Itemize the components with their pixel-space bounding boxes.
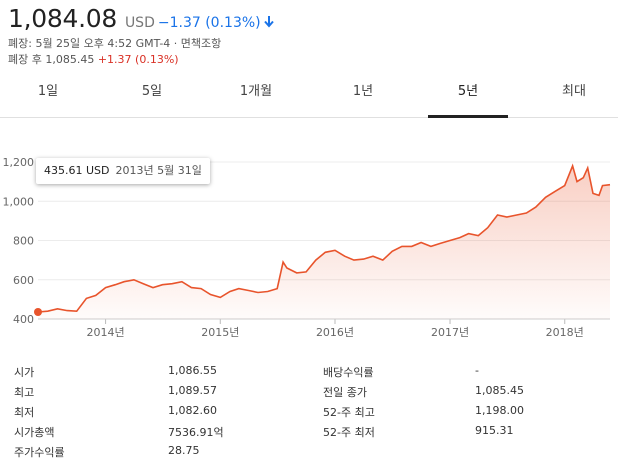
- stat-value: 1,198.00: [475, 404, 524, 417]
- stat-value: 1,085.45: [475, 384, 524, 397]
- after-hours-change: +1.37 (0.13%): [97, 53, 179, 66]
- tab-1d[interactable]: 1일: [37, 84, 59, 99]
- stat-label: 배당수익률: [323, 366, 374, 379]
- close-time: 폐장: 5월 25일 오후 4:52 GMT-4 · 면책조항: [8, 35, 221, 51]
- x-tick-label: 2016년: [316, 326, 354, 339]
- tab-1m[interactable]: 1개월: [239, 84, 273, 99]
- price-chart-svg: 400 600 800 1,000 1,200 2014년 2015년 2016년 2017년…: [3, 156, 611, 339]
- chart-x-grid: [38, 318, 610, 324]
- stat-value: -: [475, 364, 479, 377]
- x-tick-label: 2017년: [431, 326, 469, 339]
- currency-label: USD: [124, 15, 155, 31]
- stat-value: 1,086.55: [168, 364, 217, 377]
- price-chart[interactable]: 400 600 800 1,000 1,200 2014년 2015년 2016년 2017년…: [0, 138, 618, 353]
- hover-point: [34, 308, 42, 317]
- y-axis-ticks: 400 600 800 1,000 1,200: [3, 156, 35, 326]
- after-hours-price: 폐장 후 1,085.45: [8, 53, 98, 66]
- stat-label: 주가수익률: [14, 446, 65, 459]
- stat-label: 최저: [14, 406, 35, 419]
- y-tick-label: 800: [13, 235, 34, 248]
- price-line: [37, 163, 611, 313]
- x-tick-label: 2015년: [201, 326, 239, 339]
- y-tick-label: 600: [13, 274, 34, 287]
- y-tick-label: 1,200: [3, 156, 35, 169]
- stat-label: 시가총액: [14, 426, 55, 439]
- y-tick-label: 400: [13, 313, 34, 326]
- stat-label: 시가: [14, 366, 35, 379]
- x-tick-label: 2018년: [546, 326, 584, 339]
- stat-value: 7536.91억: [168, 426, 224, 439]
- stat-value: 1,082.60: [168, 404, 217, 417]
- tab-1y[interactable]: 1년: [352, 84, 374, 99]
- range-tabs: 1일 5일 1개월 1년 5년 최대: [0, 74, 618, 118]
- arrow-down-icon: [263, 16, 274, 28]
- after-hours: 폐장 후 1,085.45 +1.37 (0.13%): [8, 51, 179, 67]
- stat-label: 52-주 최고: [323, 406, 375, 419]
- x-tick-label: 2014년: [87, 326, 125, 339]
- stat-label: 전일 종가: [323, 386, 367, 399]
- price-area: [38, 165, 610, 319]
- tooltip-date: 2013년 5월 31일: [115, 164, 202, 177]
- tab-5d[interactable]: 5일: [141, 84, 163, 99]
- tab-max[interactable]: 최대: [562, 84, 586, 99]
- price-change: −1.37 (0.13%): [157, 15, 261, 31]
- quote-header: 1,084.08 USD −1.37 (0.13%): [8, 4, 274, 34]
- stat-label: 최고: [14, 386, 35, 399]
- stat-value: 1,089.57: [168, 384, 217, 397]
- disclaimer-link[interactable]: 면책조항: [180, 37, 222, 50]
- y-tick-label: 1,000: [3, 195, 35, 208]
- tab-5y[interactable]: 5년: [428, 74, 508, 118]
- stat-value: 28.75: [168, 444, 200, 457]
- tooltip-value: 435.61 USD: [44, 164, 110, 177]
- stat-label: 52-주 최저: [323, 426, 375, 439]
- chart-tooltip: 435.61 USD 2013년 5월 31일: [36, 158, 210, 184]
- stat-value: 915.31: [475, 424, 514, 437]
- x-axis-ticks: 2014년 2015년 2016년 2017년 2018년: [87, 326, 584, 339]
- current-price: 1,084.08: [8, 4, 117, 33]
- close-time-text: 폐장: 5월 25일 오후 4:52 GMT-4 ·: [8, 37, 181, 50]
